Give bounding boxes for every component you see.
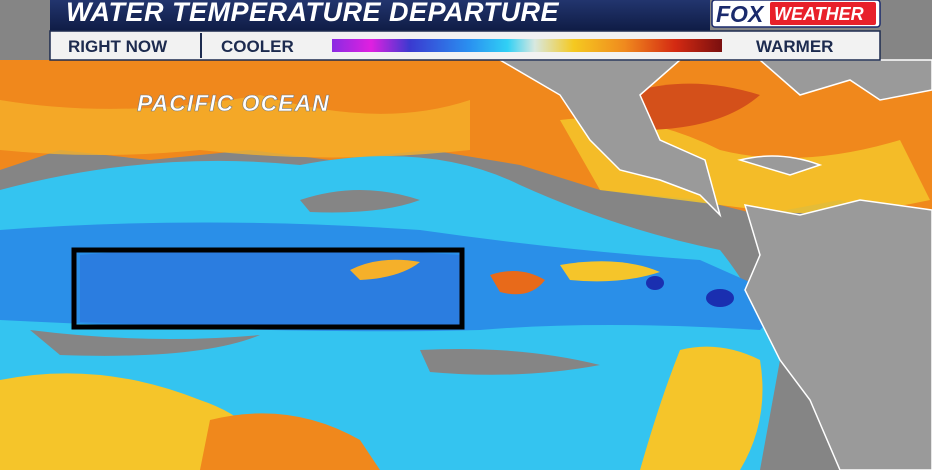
land: [497, 59, 932, 470]
map-shape: [50, 0, 710, 31]
highlight-box: [71, 247, 465, 330]
map-shape: [490, 271, 545, 295]
map-shape: [706, 289, 734, 307]
map-shape: [743, 199, 932, 470]
map-shape: [497, 59, 722, 218]
map-shape: [0, 95, 470, 158]
cooler-label: COOLER: [221, 37, 294, 56]
map-shape: [560, 261, 660, 282]
map-shape: [420, 349, 600, 375]
map-shape: [737, 155, 823, 176]
map-shape: [30, 330, 260, 356]
logo-brand: FOX: [716, 1, 765, 27]
period-label: RIGHT NOW: [68, 37, 168, 56]
map-shape: [300, 190, 420, 213]
map-shape: [770, 2, 876, 25]
warmer-label: WARMER: [756, 37, 833, 56]
map-shape: [80, 247, 460, 327]
logo-product: WEATHER: [774, 4, 864, 24]
header-bar: WATER TEMPERATURE DEPARTURE RIGHT NOW CO…: [49, 0, 881, 61]
map-shape: [640, 346, 763, 470]
logo: FOX WEATHER: [711, 0, 881, 28]
map-shape: [646, 276, 664, 290]
map-shape: [200, 413, 380, 470]
map-title: WATER TEMPERATURE DEPARTURE: [66, 0, 560, 27]
color-scale: [332, 39, 722, 52]
ocean-label: PACIFIC OCEAN: [137, 90, 330, 116]
map-shape: [690, 59, 932, 101]
map-shape: [350, 259, 420, 280]
